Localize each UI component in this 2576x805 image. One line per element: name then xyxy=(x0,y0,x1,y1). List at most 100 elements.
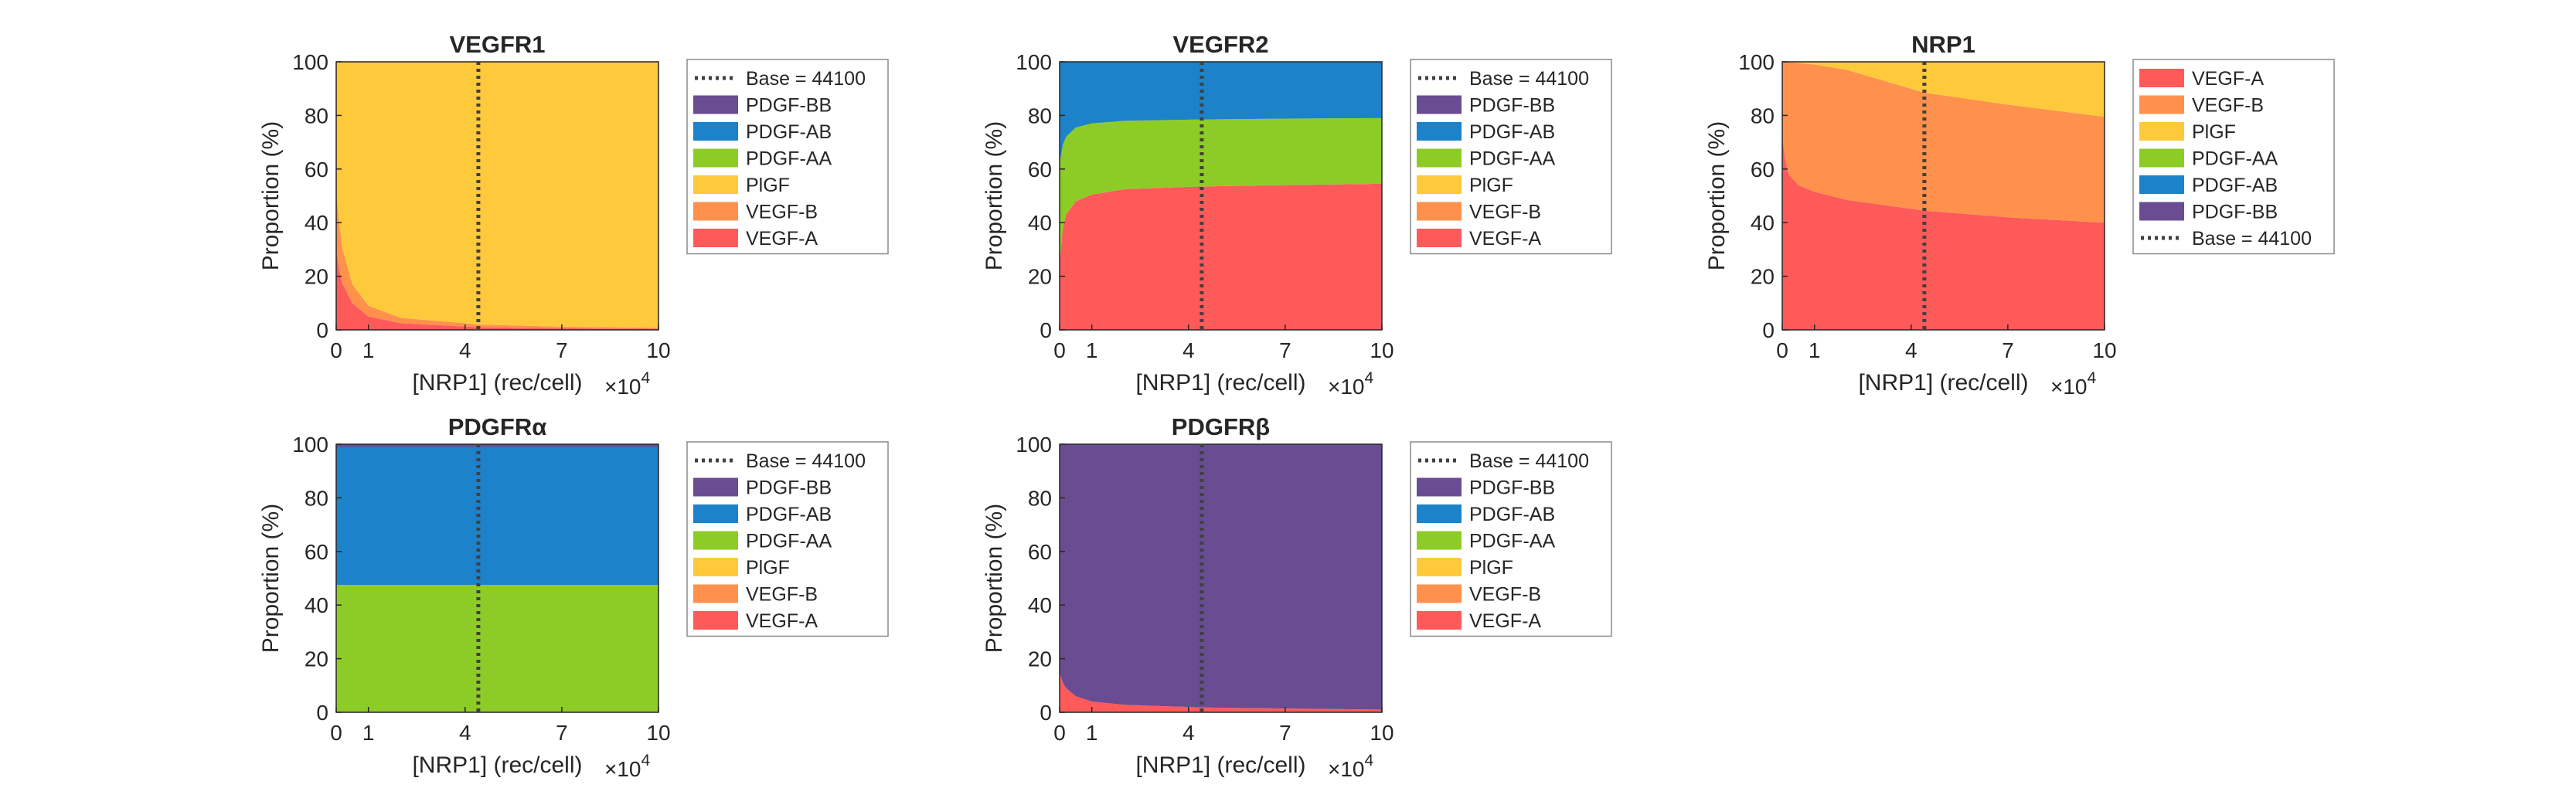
x-tick-label: 0 xyxy=(330,338,342,362)
x-tick-label: 4 xyxy=(459,721,471,745)
y-axis-label: Proportion (%) xyxy=(258,504,284,653)
axes-box xyxy=(335,443,659,713)
legend-label: VEGF-A xyxy=(746,228,818,250)
y-tick-label: 60 xyxy=(1028,540,1052,564)
x-tick-label: 10 xyxy=(646,721,670,745)
legend-label: VEGF-B xyxy=(1469,584,1541,606)
x-tick-label: 0 xyxy=(1053,338,1066,362)
y-tick-label: 0 xyxy=(316,701,328,725)
y-tick-label: 100 xyxy=(292,50,328,74)
legend-label: Base = 44100 xyxy=(1469,450,1589,472)
y-tick-label: 60 xyxy=(305,540,328,564)
y-axis-label: Proportion (%) xyxy=(982,504,1007,653)
legend-swatch-vegf-a xyxy=(2139,69,2184,87)
x-axis-label: [NRP1] (rec/cell) xyxy=(1858,370,2028,396)
x-axis-multiplier: ×104 xyxy=(604,752,651,781)
area-pdgf-bb xyxy=(1060,444,1382,710)
y-tick-label: 100 xyxy=(1016,50,1052,74)
legend: VEGF-A VEGF-B PlGF PDGF-AA PDGF-AB PDGF-BB Bas… xyxy=(2132,59,2335,255)
y-tick-label: 100 xyxy=(292,433,328,457)
x-tick-label: 10 xyxy=(646,338,670,362)
area-pdgf-bb xyxy=(336,444,658,447)
y-tick-label: 60 xyxy=(1751,158,1775,182)
legend-label: PDGF-BB xyxy=(2192,202,2278,223)
legend-label: Base = 44100 xyxy=(1469,68,1589,90)
legend-swatch-vegf-a xyxy=(693,611,738,630)
y-tick-label: 40 xyxy=(305,211,328,235)
y-tick-label: 80 xyxy=(305,486,328,510)
chart-title: NRP1 xyxy=(1911,31,1975,58)
x-tick-label: 1 xyxy=(1809,338,1821,362)
legend-label: PlGF xyxy=(746,557,790,579)
legend: Base = 44100 PDGF-BB PDGF-AB PDGF-AA PlGF VEG… xyxy=(1410,59,1612,255)
legend-swatch-plgf xyxy=(1417,175,1462,194)
legend-label: Base = 44100 xyxy=(746,450,866,472)
axes-box xyxy=(1059,61,1383,331)
legend-label: PDGF-AB xyxy=(746,121,832,143)
chart-title: VEGFR2 xyxy=(1172,31,1268,58)
y-tick-label: 100 xyxy=(1016,433,1052,457)
area-plgf xyxy=(1782,62,2105,117)
axes-box xyxy=(1059,443,1383,713)
legend-swatch-pdgf-aa xyxy=(693,148,738,168)
y-tick-label: 20 xyxy=(305,647,328,671)
legend-label: VEGF-B xyxy=(746,584,818,606)
x-tick-label: 7 xyxy=(1279,721,1291,745)
legend: Base = 44100 PDGF-BB PDGF-AB PDGF-AA PlGF VEG… xyxy=(686,59,889,255)
legend-swatch-vegf-b xyxy=(1417,584,1462,603)
legend-swatch-plgf xyxy=(1417,558,1462,576)
chart-title: PDGFRβ xyxy=(1172,413,1270,440)
legend-label: PDGF-AB xyxy=(1469,504,1555,525)
chart-title: PDGFRα xyxy=(448,413,547,440)
legend-swatch-pdgf-aa xyxy=(1417,148,1462,168)
legend-label: PlGF xyxy=(2192,121,2236,143)
x-axis-multiplier-power: 4 xyxy=(1365,752,1374,769)
legend-swatch-pdgf-ab xyxy=(693,504,738,523)
legend-label: Base = 44100 xyxy=(746,68,866,90)
y-tick-label: 80 xyxy=(1751,104,1775,127)
x-axis-multiplier-power: 4 xyxy=(641,752,651,769)
legend-swatch-pdgf-bb xyxy=(1417,95,1462,114)
y-tick-label: 80 xyxy=(1028,104,1052,127)
legend-swatch-vegf-b xyxy=(2139,95,2184,114)
x-tick-label: 0 xyxy=(1776,338,1788,362)
x-tick-label: 7 xyxy=(556,721,568,745)
legend-swatch-pdgf-aa xyxy=(1417,531,1462,550)
legend-label: PDGF-AA xyxy=(746,531,832,552)
area-vegf-a xyxy=(336,249,658,330)
x-axis-label: [NRP1] (rec/cell) xyxy=(1135,752,1305,778)
area-vegf-a xyxy=(1782,137,2105,330)
y-tick-label: 100 xyxy=(1738,50,1775,74)
y-tick-label: 60 xyxy=(1028,158,1052,182)
legend-swatch-vegf-b xyxy=(693,202,738,221)
y-tick-label: 20 xyxy=(305,265,328,289)
y-tick-label: 20 xyxy=(1751,265,1775,289)
y-tick-label: 40 xyxy=(1751,211,1775,235)
legend-label: PDGF-AB xyxy=(2192,175,2278,196)
x-tick-label: 1 xyxy=(1086,721,1098,745)
legend-swatch-pdgf-ab xyxy=(1417,504,1462,523)
x-tick-label: 4 xyxy=(1183,338,1195,362)
x-axis-multiplier-power: 4 xyxy=(1365,369,1374,387)
x-axis-multiplier: ×104 xyxy=(1328,369,1374,399)
legend-label: VEGF-A xyxy=(2192,68,2264,90)
legend-label: PDGF-AA xyxy=(2192,148,2278,170)
x-tick-label: 10 xyxy=(1370,338,1393,362)
y-tick-label: 40 xyxy=(305,593,328,617)
area-pdgf-ab xyxy=(1060,62,1382,164)
legend-swatch-pdgf-ab xyxy=(2139,175,2184,194)
legend-label: VEGF-A xyxy=(746,610,818,632)
y-tick-label: 80 xyxy=(1028,486,1052,510)
area-vegf-a xyxy=(1060,183,1382,330)
y-tick-label: 0 xyxy=(1762,318,1775,342)
legend-label: PlGF xyxy=(1469,175,1513,196)
legend: Base = 44100 PDGF-BB PDGF-AB PDGF-AA PlGF VEG… xyxy=(686,441,889,637)
legend-label: PDGF-BB xyxy=(1469,95,1555,117)
legend-label: PDGF-AA xyxy=(1469,531,1555,552)
x-tick-label: 7 xyxy=(556,338,568,362)
legend-label: PDGF-AB xyxy=(1469,121,1555,143)
